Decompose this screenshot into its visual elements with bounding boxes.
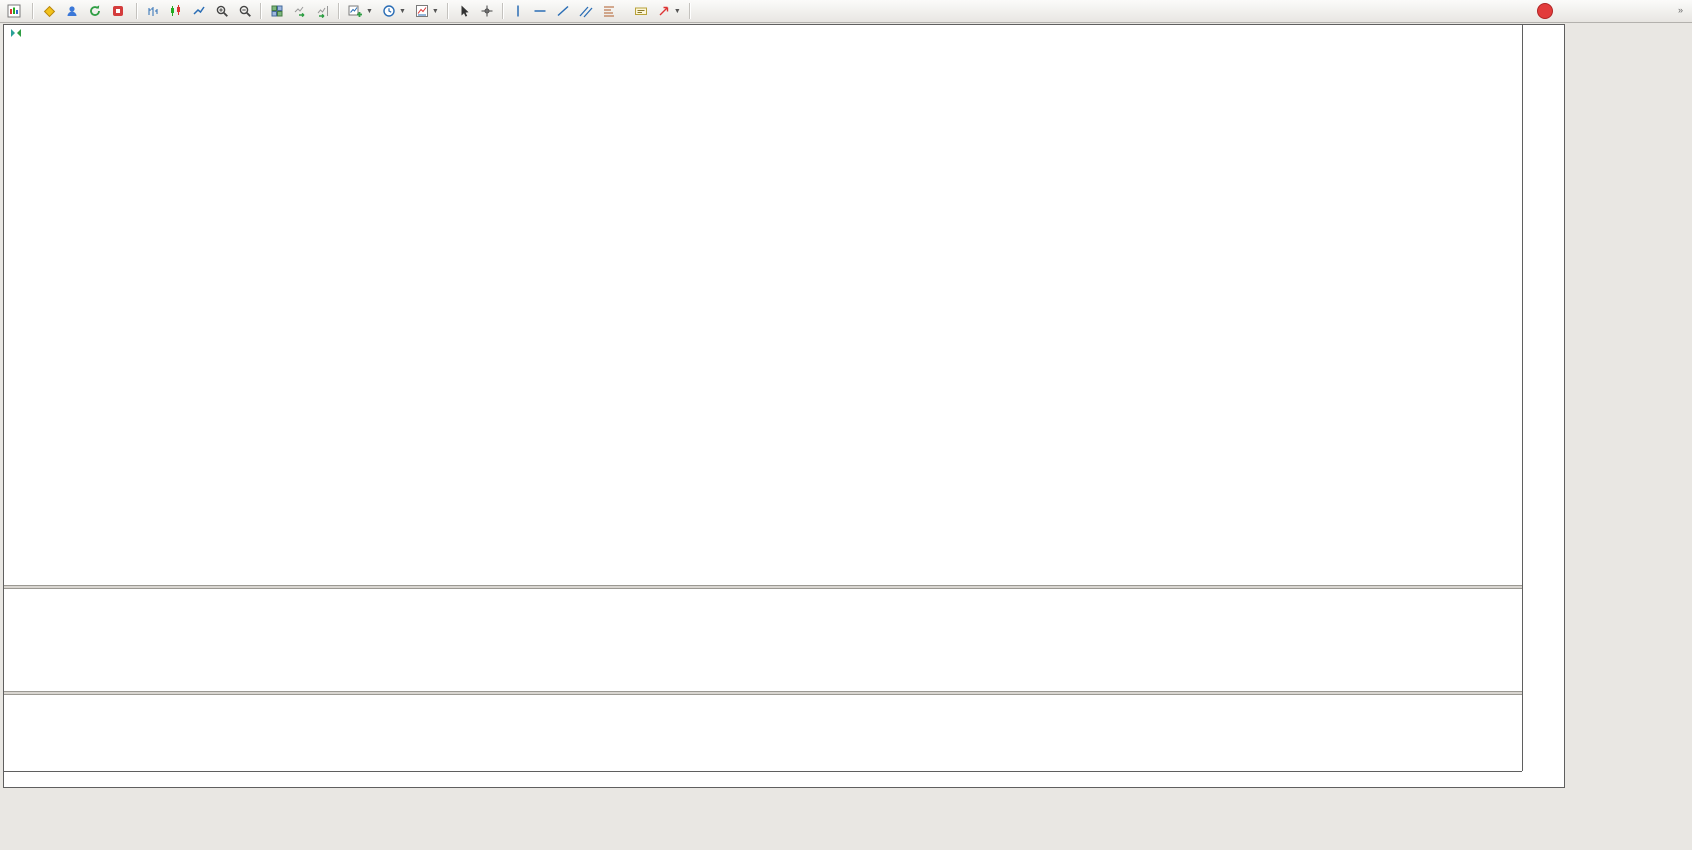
person-icon	[65, 4, 79, 18]
tile-windows-icon	[270, 4, 284, 18]
notifications-badge[interactable]	[1537, 3, 1553, 19]
shapes-tool-button[interactable]: ▼	[653, 1, 685, 22]
refresh-button[interactable]	[84, 1, 106, 22]
autotrading-button[interactable]	[107, 1, 132, 22]
chart-window	[3, 24, 1565, 788]
text-tool-button[interactable]	[621, 1, 629, 22]
tile-windows-button[interactable]	[266, 1, 288, 22]
rsi-pane[interactable]	[4, 695, 1522, 771]
chart-shift-button[interactable]	[312, 1, 334, 22]
line-chart-button[interactable]	[188, 1, 210, 22]
dropdown-caret-icon: ▼	[398, 7, 406, 15]
pane-divider[interactable]	[4, 691, 1564, 695]
trendline-tool-button[interactable]	[552, 1, 574, 22]
cursor-icon	[457, 4, 471, 18]
crosshair-button[interactable]	[476, 1, 498, 22]
dropdown-caret-icon: ▼	[366, 7, 373, 15]
channel-icon	[579, 4, 593, 18]
crosshair-icon	[480, 4, 494, 18]
template-icon	[415, 4, 429, 18]
price-scale[interactable]	[1522, 25, 1564, 771]
price-pane[interactable]	[4, 25, 1522, 585]
bar-chart-icon	[146, 4, 160, 18]
zoom-in-button[interactable]	[211, 1, 233, 22]
label-tool-button[interactable]	[630, 1, 652, 22]
zoom-in-icon	[215, 4, 229, 18]
channel-tool-button[interactable]	[575, 1, 597, 22]
time-axis[interactable]	[4, 771, 1522, 787]
candlestick-chart-icon	[169, 4, 183, 18]
dropdown-caret-icon: ▼	[431, 7, 439, 15]
zoom-out-icon	[238, 4, 252, 18]
new-order-button[interactable]	[3, 1, 28, 22]
chart-symbol-icon	[10, 28, 22, 39]
auto-scroll-icon	[293, 4, 307, 18]
templates-button[interactable]: ▼	[411, 1, 443, 22]
line-chart-icon	[192, 4, 206, 18]
trendline-icon	[556, 4, 570, 18]
periods-button[interactable]: ▼	[378, 1, 410, 22]
cursor-button[interactable]	[453, 1, 475, 22]
horizontal-line-tool-button[interactable]	[529, 1, 551, 22]
toolbar-separator	[338, 3, 340, 19]
fibonacci-tool-button[interactable]	[598, 1, 620, 22]
toolbar-separator	[446, 3, 449, 19]
toolbar-separator	[501, 3, 504, 19]
macd-pane-svg[interactable]	[4, 589, 1522, 691]
market-watch-button[interactable]	[61, 1, 83, 22]
autotrading-icon	[111, 4, 125, 18]
metaeditor-button[interactable]	[38, 1, 60, 22]
horizontal-line-icon	[533, 4, 547, 18]
arrow-shape-icon	[657, 4, 671, 18]
vertical-line-tool-button[interactable]	[508, 1, 528, 22]
candlestick-chart-button[interactable]	[165, 1, 187, 22]
auto-scroll-button[interactable]	[289, 1, 311, 22]
metaeditor-icon	[42, 4, 56, 18]
toolbar-separator	[136, 3, 138, 19]
dropdown-caret-icon: ▼	[673, 7, 681, 15]
clock-icon	[382, 4, 396, 18]
new-chart-icon	[348, 4, 363, 18]
main-toolbar: ▼ ▼ ▼ ▼	[0, 0, 1692, 23]
zoom-out-button[interactable]	[234, 1, 256, 22]
rsi-pane-svg[interactable]	[4, 695, 1522, 771]
new-chart-button[interactable]: ▼	[344, 1, 377, 22]
toolbar-separator	[32, 3, 34, 19]
toolbar-separator	[688, 3, 691, 19]
toolbar-overflow-chevron[interactable]: »	[1678, 5, 1684, 15]
label-icon	[634, 4, 648, 18]
vertical-line-icon	[512, 4, 524, 18]
chart-header	[10, 28, 27, 39]
fibonacci-icon	[602, 4, 616, 18]
new-order-icon	[7, 4, 21, 18]
pane-divider[interactable]	[4, 585, 1564, 589]
macd-pane[interactable]	[4, 589, 1522, 691]
refresh-icon	[88, 4, 102, 18]
price-pane-svg[interactable]	[4, 25, 1522, 585]
chart-shift-icon	[316, 4, 330, 18]
bar-chart-button[interactable]	[142, 1, 164, 22]
toolbar-separator	[260, 3, 262, 19]
